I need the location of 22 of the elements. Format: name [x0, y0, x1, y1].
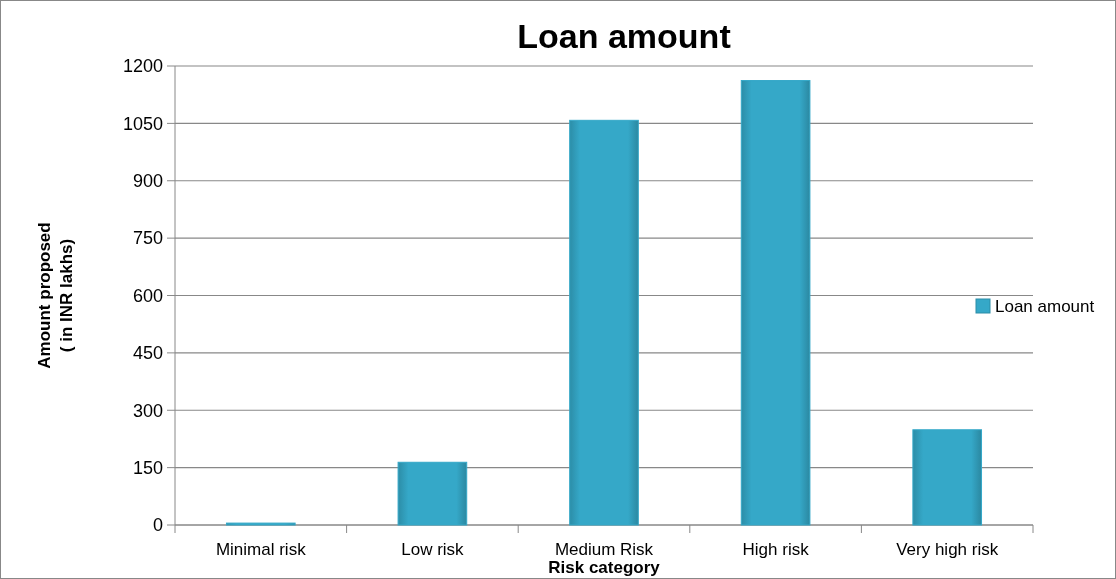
- bar: [740, 80, 811, 526]
- bar: [397, 461, 468, 526]
- y-tick-label: 300: [132, 400, 163, 421]
- x-tick-label: Minimal risk: [215, 540, 307, 559]
- x-tick-label: Very high risk: [896, 540, 999, 559]
- y-tick-label: 150: [132, 457, 163, 478]
- bar: [912, 429, 983, 526]
- x-tick-label: High risk: [742, 540, 810, 559]
- legend-label: Loan amount: [995, 296, 1095, 316]
- y-tick-label: 600: [132, 285, 163, 306]
- y-tick-label: 0: [152, 515, 163, 536]
- y-tick-label: 450: [132, 343, 163, 364]
- y-tick-label: 1050: [122, 113, 163, 134]
- x-tick-label: Medium Risk: [554, 540, 654, 559]
- y-axis-title: Amount proposed ( in INR lakhs): [35, 222, 76, 369]
- y-tick-label: 1200: [122, 56, 163, 77]
- x-axis-title: Risk category: [548, 558, 661, 577]
- y-tick-label: 900: [132, 171, 163, 192]
- x-tick-label: Low risk: [401, 540, 465, 559]
- y-tick-label: 750: [132, 228, 163, 249]
- bar: [569, 119, 639, 526]
- chart-title: Loan amount: [517, 17, 731, 55]
